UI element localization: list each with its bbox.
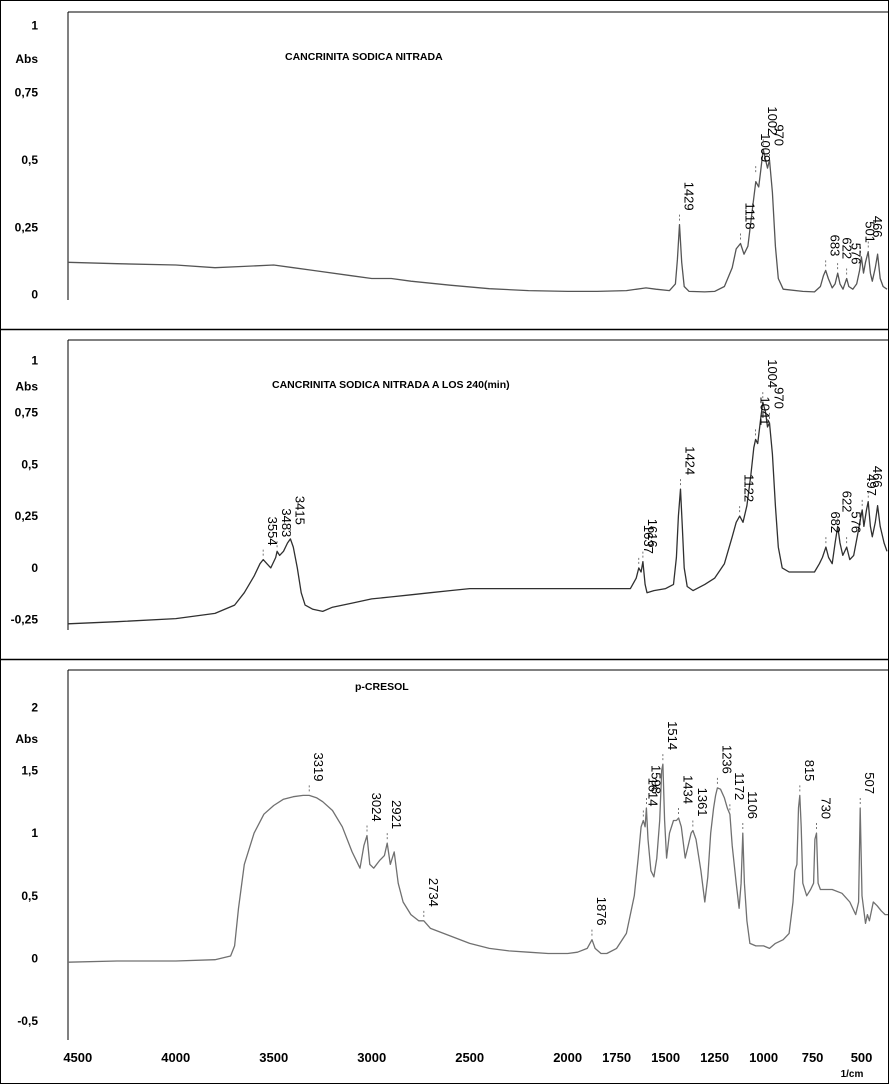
peak-label: 2921 bbox=[389, 800, 404, 829]
peak-label: 1106 bbox=[745, 791, 760, 819]
x-axis-unit: 1/cm bbox=[841, 1069, 864, 1080]
peak-label: 3024 bbox=[369, 793, 384, 822]
peak-label: 507 bbox=[862, 772, 877, 794]
peak-label: 1002 bbox=[765, 106, 780, 135]
y-axis-label: Abs bbox=[15, 732, 38, 746]
panel-2: 1 0,75 0,5 0,25 0 -0,25 Abs CANCRINITA SODICA N… bbox=[11, 339, 889, 630]
x-tick-label: 1750 bbox=[602, 1050, 631, 1065]
peak-label: 815 bbox=[802, 760, 817, 782]
x-tick-label: 2500 bbox=[455, 1050, 484, 1065]
peak-label: 970 bbox=[771, 124, 786, 146]
peak-label: 2734 bbox=[426, 878, 441, 907]
peak-label: 1041 bbox=[758, 397, 773, 426]
y-tick-label: 0,5 bbox=[21, 457, 38, 471]
x-tick-label: 4000 bbox=[161, 1050, 190, 1065]
x-tick-label: 1250 bbox=[700, 1050, 729, 1065]
peak-label: 501 bbox=[863, 221, 878, 243]
plot-frame bbox=[67, 669, 889, 1040]
panel-title: p-CRESOL bbox=[355, 681, 409, 693]
y-tick-label: 1 bbox=[31, 354, 38, 368]
spectrum-line bbox=[67, 763, 888, 963]
x-tick-label: 1000 bbox=[749, 1050, 778, 1065]
y-tick-label: -0,25 bbox=[11, 613, 39, 627]
plot-frame bbox=[67, 11, 889, 300]
peak-label: 1514 bbox=[665, 721, 680, 750]
y-tick-label: 0 bbox=[31, 561, 38, 575]
y-tick-label: 0 bbox=[31, 288, 38, 302]
x-tick-label: 2000 bbox=[553, 1050, 582, 1065]
x-tick-label: 4500 bbox=[63, 1050, 92, 1065]
y-axis-label: Abs bbox=[15, 380, 38, 394]
panel-1: 1 0,75 0,5 0,25 0 Abs CANCRINITA SODICA NITRAD… bbox=[15, 11, 889, 302]
panel-title: CANCRINITA SODICA NITRADA bbox=[285, 51, 443, 63]
y-tick-label: 0,5 bbox=[21, 153, 38, 167]
x-tick-label: 3000 bbox=[357, 1050, 386, 1065]
peak-label: 1118 bbox=[742, 202, 757, 229]
y-tick-label: 1,5 bbox=[21, 763, 38, 777]
y-tick-label: 0,25 bbox=[15, 220, 39, 234]
y-tick-label: 2 bbox=[31, 701, 38, 715]
y-axis-label: Abs bbox=[15, 52, 38, 66]
peak-label: 1598 bbox=[648, 765, 663, 794]
peak-label: 576 bbox=[849, 243, 864, 265]
y-tick-label: 0 bbox=[31, 951, 38, 965]
peak-label: 1616 bbox=[645, 519, 660, 548]
x-tick-label: 3500 bbox=[259, 1050, 288, 1065]
plot-frame bbox=[67, 339, 889, 630]
peak-label: 682 bbox=[828, 511, 843, 533]
y-tick-label: -0,5 bbox=[17, 1014, 38, 1028]
peak-label: 1009 bbox=[758, 133, 773, 162]
y-tick-label: 1 bbox=[31, 826, 38, 840]
spectrum-line bbox=[67, 401, 888, 625]
peak-label: 466 bbox=[870, 216, 885, 238]
peak-label: 622 bbox=[840, 237, 855, 259]
peak-label: 970 bbox=[771, 387, 786, 409]
panel-3: 2 1,5 1 0,5 0 -0,5 Abs p-CRESOL 3319 3024 2921 2734… bbox=[15, 669, 889, 1080]
peak-label: 3319 bbox=[311, 753, 326, 782]
panel-title: CANCRINITA SODICA NITRADA A LOS 240(min) bbox=[272, 379, 510, 391]
peak-label: 730 bbox=[819, 797, 834, 819]
x-tick-label: 500 bbox=[851, 1050, 873, 1065]
y-tick-label: 1 bbox=[31, 18, 38, 32]
peak-label: 1004 bbox=[765, 359, 780, 388]
y-tick-label: 0,75 bbox=[15, 406, 39, 420]
y-tick-label: 0,75 bbox=[15, 86, 39, 100]
peak-label: 1876 bbox=[594, 897, 609, 926]
peak-label: 1614 bbox=[645, 778, 660, 807]
peak-label: 1434 bbox=[681, 775, 696, 804]
y-tick-label: 0,25 bbox=[15, 509, 39, 523]
peak-label: 622 bbox=[840, 491, 855, 513]
peak-label: 1236 bbox=[719, 745, 734, 774]
x-tick-label: 750 bbox=[802, 1050, 824, 1065]
peak-label: 3483 bbox=[279, 508, 294, 537]
peak-label: 683 bbox=[828, 235, 843, 257]
x-tick-label: 1500 bbox=[651, 1050, 680, 1065]
y-tick-label: 0,5 bbox=[21, 889, 38, 903]
peak-label: 576 bbox=[849, 511, 864, 533]
peak-label: 3415 bbox=[292, 496, 307, 525]
peak-label: 1361 bbox=[695, 788, 710, 817]
peak-label: 1429 bbox=[682, 182, 697, 211]
peak-label: 3554 bbox=[265, 517, 280, 546]
peak-label: 1637 bbox=[641, 525, 656, 554]
spectrum-line bbox=[67, 148, 888, 293]
peak-label: 1172 bbox=[732, 772, 747, 800]
peak-label: 497 bbox=[864, 474, 879, 496]
peak-label: 1122 bbox=[742, 474, 757, 502]
peak-label: 466 bbox=[870, 466, 885, 488]
peak-label: 1424 bbox=[683, 446, 698, 475]
